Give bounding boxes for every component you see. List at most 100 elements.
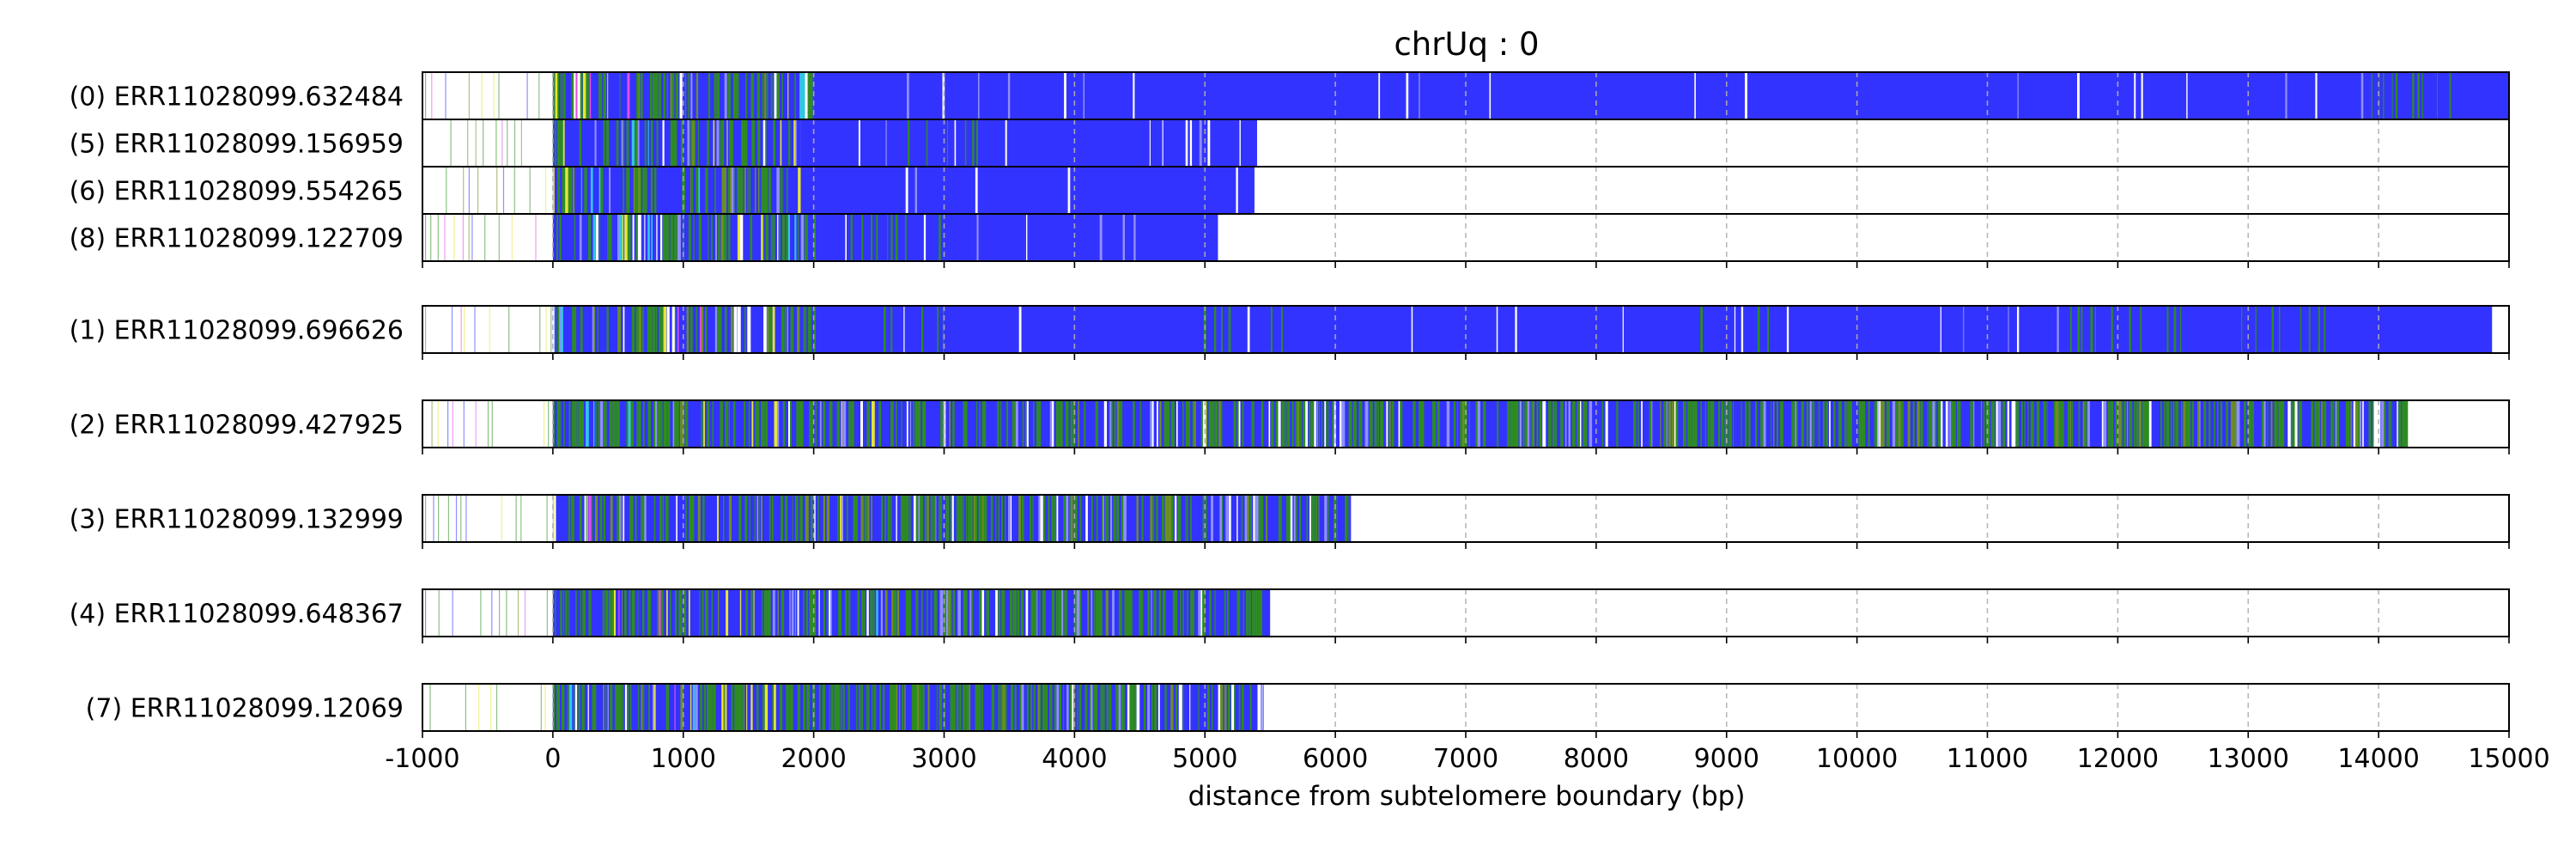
motif-mark (573, 306, 576, 353)
motif-mark (976, 214, 979, 261)
motif-mark (652, 306, 655, 353)
motif-mark (1037, 684, 1041, 731)
motif-mark (1660, 400, 1662, 448)
motif-mark (887, 214, 889, 261)
motif-mark (1321, 400, 1323, 448)
x-tick-label: 15000 (2468, 744, 2549, 774)
motif-mark (1577, 400, 1580, 448)
motif-mark (575, 589, 577, 637)
motif-mark (629, 684, 632, 731)
motif-mark (2402, 400, 2405, 448)
tvr-block (552, 684, 1264, 731)
motif-mark (1157, 684, 1160, 731)
motif-mark (827, 589, 829, 637)
motif-mark (508, 306, 510, 353)
motif-mark (654, 72, 657, 119)
motif-mark (450, 119, 452, 167)
motif-mark (1297, 400, 1300, 448)
motif-mark (1692, 400, 1695, 448)
motif-mark (1192, 400, 1195, 448)
x-tick-label: 1000 (651, 744, 716, 774)
motif-mark (906, 495, 909, 542)
motif-mark (652, 72, 656, 119)
motif-mark (1225, 495, 1229, 542)
motif-mark (1011, 589, 1013, 637)
motif-mark (724, 167, 726, 214)
motif-mark (1187, 589, 1188, 637)
motif-mark (1278, 400, 1281, 448)
x-axis: -1000 0 1000 2000 3000 4000 5000 6000 7000 8000 90… (385, 744, 2549, 774)
motif-mark (475, 400, 477, 448)
motif-mark (2293, 400, 2296, 448)
motif-mark (732, 72, 737, 119)
motif-mark (1141, 589, 1144, 637)
motif-mark (1745, 400, 1747, 448)
motif-mark (717, 306, 720, 353)
motif-mark (1895, 400, 1898, 448)
motif-mark (1833, 400, 1836, 448)
motif-mark (2036, 400, 2040, 448)
motif-mark (1539, 400, 1542, 448)
motif-mark (805, 495, 809, 542)
motif-mark (676, 400, 679, 448)
motif-mark (2175, 400, 2179, 448)
motif-mark (884, 306, 886, 353)
motif-mark (1214, 589, 1216, 637)
motif-mark (848, 589, 851, 637)
motif-mark (767, 214, 769, 261)
motif-mark (957, 589, 961, 637)
motif-mark (1009, 589, 1012, 637)
motif-mark (1162, 589, 1166, 637)
motif-mark (1101, 589, 1103, 637)
motif-mark (605, 119, 610, 167)
motif-mark (1780, 400, 1783, 448)
motif-mark (1111, 400, 1113, 448)
motif-mark (610, 684, 613, 731)
motif-mark (619, 214, 623, 261)
motif-mark (868, 684, 870, 731)
motif-mark (964, 119, 967, 167)
motif-mark (1095, 400, 1098, 448)
motif-mark (747, 306, 751, 353)
motif-mark (656, 72, 659, 119)
motif-mark (890, 495, 892, 542)
motif-mark (1687, 400, 1690, 448)
motif-mark (728, 400, 730, 448)
motif-mark (733, 306, 738, 353)
motif-mark (781, 684, 783, 731)
motif-mark (1983, 400, 1985, 448)
motif-mark (1755, 400, 1758, 448)
motif-mark (610, 589, 614, 637)
motif-mark (874, 684, 877, 731)
motif-mark (949, 400, 951, 448)
motif-mark (638, 400, 641, 448)
motif-mark (1036, 589, 1038, 637)
motif-mark (2449, 72, 2451, 119)
motif-mark (490, 684, 492, 731)
motif-mark (1018, 306, 1022, 353)
motif-mark (794, 589, 796, 637)
motif-mark (873, 589, 875, 637)
motif-mark (1886, 400, 1890, 448)
motif-mark (1461, 400, 1466, 448)
motif-mark (1413, 400, 1416, 448)
motif-mark (1838, 400, 1842, 448)
motif-mark (1038, 400, 1042, 448)
motif-mark (563, 589, 565, 637)
motif-mark (1107, 495, 1109, 542)
motif-mark (692, 684, 696, 731)
motif-mark (797, 589, 799, 637)
motif-mark (1079, 589, 1082, 637)
motif-mark (1601, 400, 1604, 448)
motif-mark (800, 400, 804, 448)
motif-mark (2199, 400, 2201, 448)
motif-mark (554, 119, 556, 167)
motif-mark (1119, 400, 1123, 448)
motif-mark (769, 495, 771, 542)
motif-mark (762, 400, 765, 448)
track-label: (1) ERR11028099.696626 (70, 316, 404, 346)
motif-mark (1935, 400, 1936, 448)
motif-mark (919, 684, 921, 731)
motif-mark (2103, 400, 2107, 448)
motif-mark (691, 495, 695, 542)
